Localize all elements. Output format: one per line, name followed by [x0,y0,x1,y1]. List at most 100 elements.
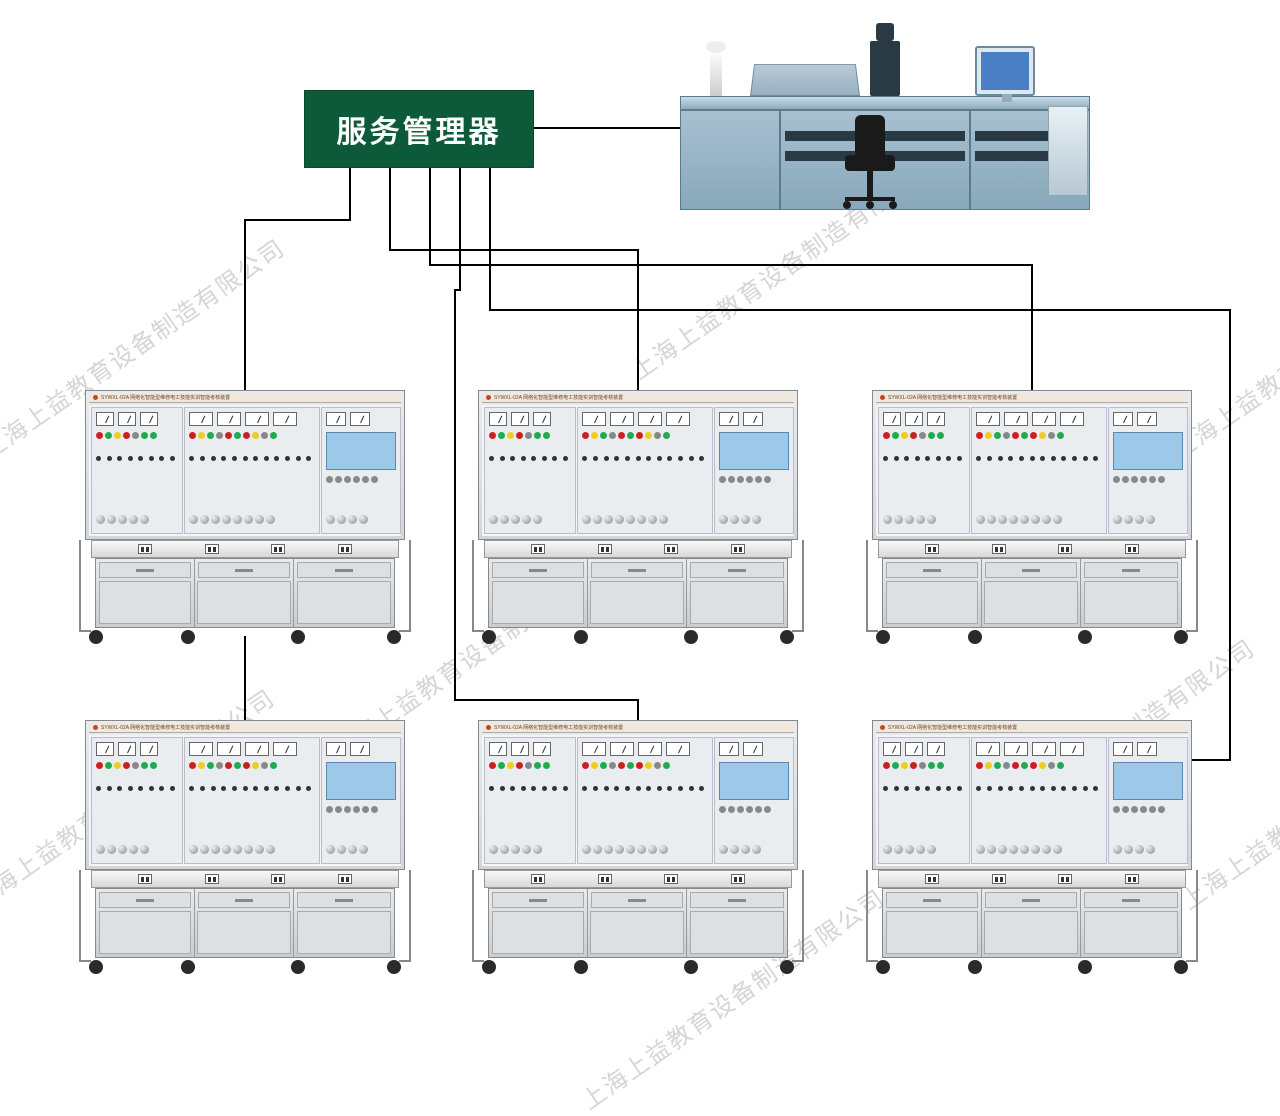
analog-meter-icon [245,412,269,426]
knob-icon [987,515,996,524]
knob-icon [189,845,198,854]
knob-row [96,839,178,859]
knob-icon [1135,845,1144,854]
drawer [1084,562,1177,578]
knob-icon [1113,515,1122,524]
button-red-icon [96,432,103,439]
panel-col-right [1108,407,1188,534]
analog-meter-icon [245,742,269,756]
button-red-icon [910,762,917,769]
jack-icon [614,456,619,461]
analog-meter-icon [350,742,370,756]
jack-icon [987,786,992,791]
jack-icon [925,456,930,461]
jack-icon [593,456,598,461]
button-red-icon [243,432,250,439]
analog-meter-icon [638,412,662,426]
analog-meter-icon [610,412,634,426]
jack-icon [689,786,694,791]
jack-icon [306,456,311,461]
analog-meter-icon [883,742,901,756]
knob-row [719,509,789,529]
button-green-icon [1057,762,1064,769]
cabinet-col [489,889,588,957]
button-red-icon [976,432,983,439]
jack-icon [1019,456,1024,461]
jack-icon [894,786,899,791]
jack-icon [531,456,536,461]
button-green-icon [270,762,277,769]
drawer [99,892,191,908]
button-red-icon [189,762,196,769]
knob-icon [593,845,602,854]
knob-icon [233,515,242,524]
button-green-icon [543,432,550,439]
knob-icon [348,845,357,854]
button-green-icon [498,762,505,769]
knob-icon [582,845,591,854]
cabinet-col [687,889,786,957]
panel-title: SYWXL-02A 网络化智能型维修电工技能实训智能考核装置 [494,724,623,731]
knob-icon [107,515,116,524]
button-red-icon [636,762,643,769]
knob-icon [1124,845,1133,854]
instrument-panel: SYWXL-02A 网络化智能型维修电工技能实训智能考核装置 [85,390,405,540]
knob-icon [489,845,498,854]
button-gray-icon [344,476,351,483]
training-workstation: SYWXL-02A 网络化智能型维修电工技能实训智能考核装置 [468,720,808,965]
jack-icon [1040,786,1045,791]
leg-frame [792,540,804,632]
jack-icon [264,786,269,791]
button-gray-icon [1131,806,1138,813]
jack-icon [200,456,205,461]
caster-wheel-icon [181,960,195,974]
button-gray-icon [737,806,744,813]
knob-icon [927,515,936,524]
button-yellow-icon [985,762,992,769]
knob-icon [96,515,105,524]
caster-wheel-icon [482,960,496,974]
knob-icon [1042,845,1051,854]
cabinet-door [1084,581,1177,624]
caster-wheel-icon [876,630,890,644]
button-red-icon [516,762,523,769]
outlet-icon [664,544,678,554]
cabinet-col [588,559,687,627]
analog-meter-icon [743,742,763,756]
leg-frame [79,870,91,962]
training-workstation: SYWXL-02A 网络化智能型维修电工技能实训智能考核装置 [468,390,808,635]
knob-icon [511,515,520,524]
analog-meter-icon [326,742,346,756]
analog-meter-icon [927,742,945,756]
button-green-icon [141,762,148,769]
button-yellow-icon [985,432,992,439]
button-yellow-icon [252,762,259,769]
outlet-icon [271,874,285,884]
knob-icon [905,515,914,524]
drawer [886,892,978,908]
knob-icon [489,515,498,524]
panel-col-mid [971,407,1107,534]
button-gray-icon [132,762,139,769]
analog-meter-icon [96,412,114,426]
leg-frame [79,540,91,632]
panel-title: SYWXL-02A 网络化智能型维修电工技能实训智能考核装置 [888,724,1017,731]
jack-icon [521,456,526,461]
button-gray-icon [362,476,369,483]
knob-icon [1135,515,1144,524]
button-yellow-icon [114,762,121,769]
panel-title: SYWXL-02A 网络化智能型维修电工技能实训智能考核装置 [888,394,1017,401]
jack-icon [189,456,194,461]
analog-meter-icon [582,742,606,756]
button-yellow-icon [198,432,205,439]
outlet-icon [598,544,612,554]
button-green-icon [234,432,241,439]
button-red-icon [618,762,625,769]
outlet-icon [1058,544,1072,554]
knob-icon [211,845,220,854]
jack-icon [614,786,619,791]
jack-icon [542,786,547,791]
button-green-icon [234,762,241,769]
button-gray-icon [654,432,661,439]
button-red-icon [910,432,917,439]
